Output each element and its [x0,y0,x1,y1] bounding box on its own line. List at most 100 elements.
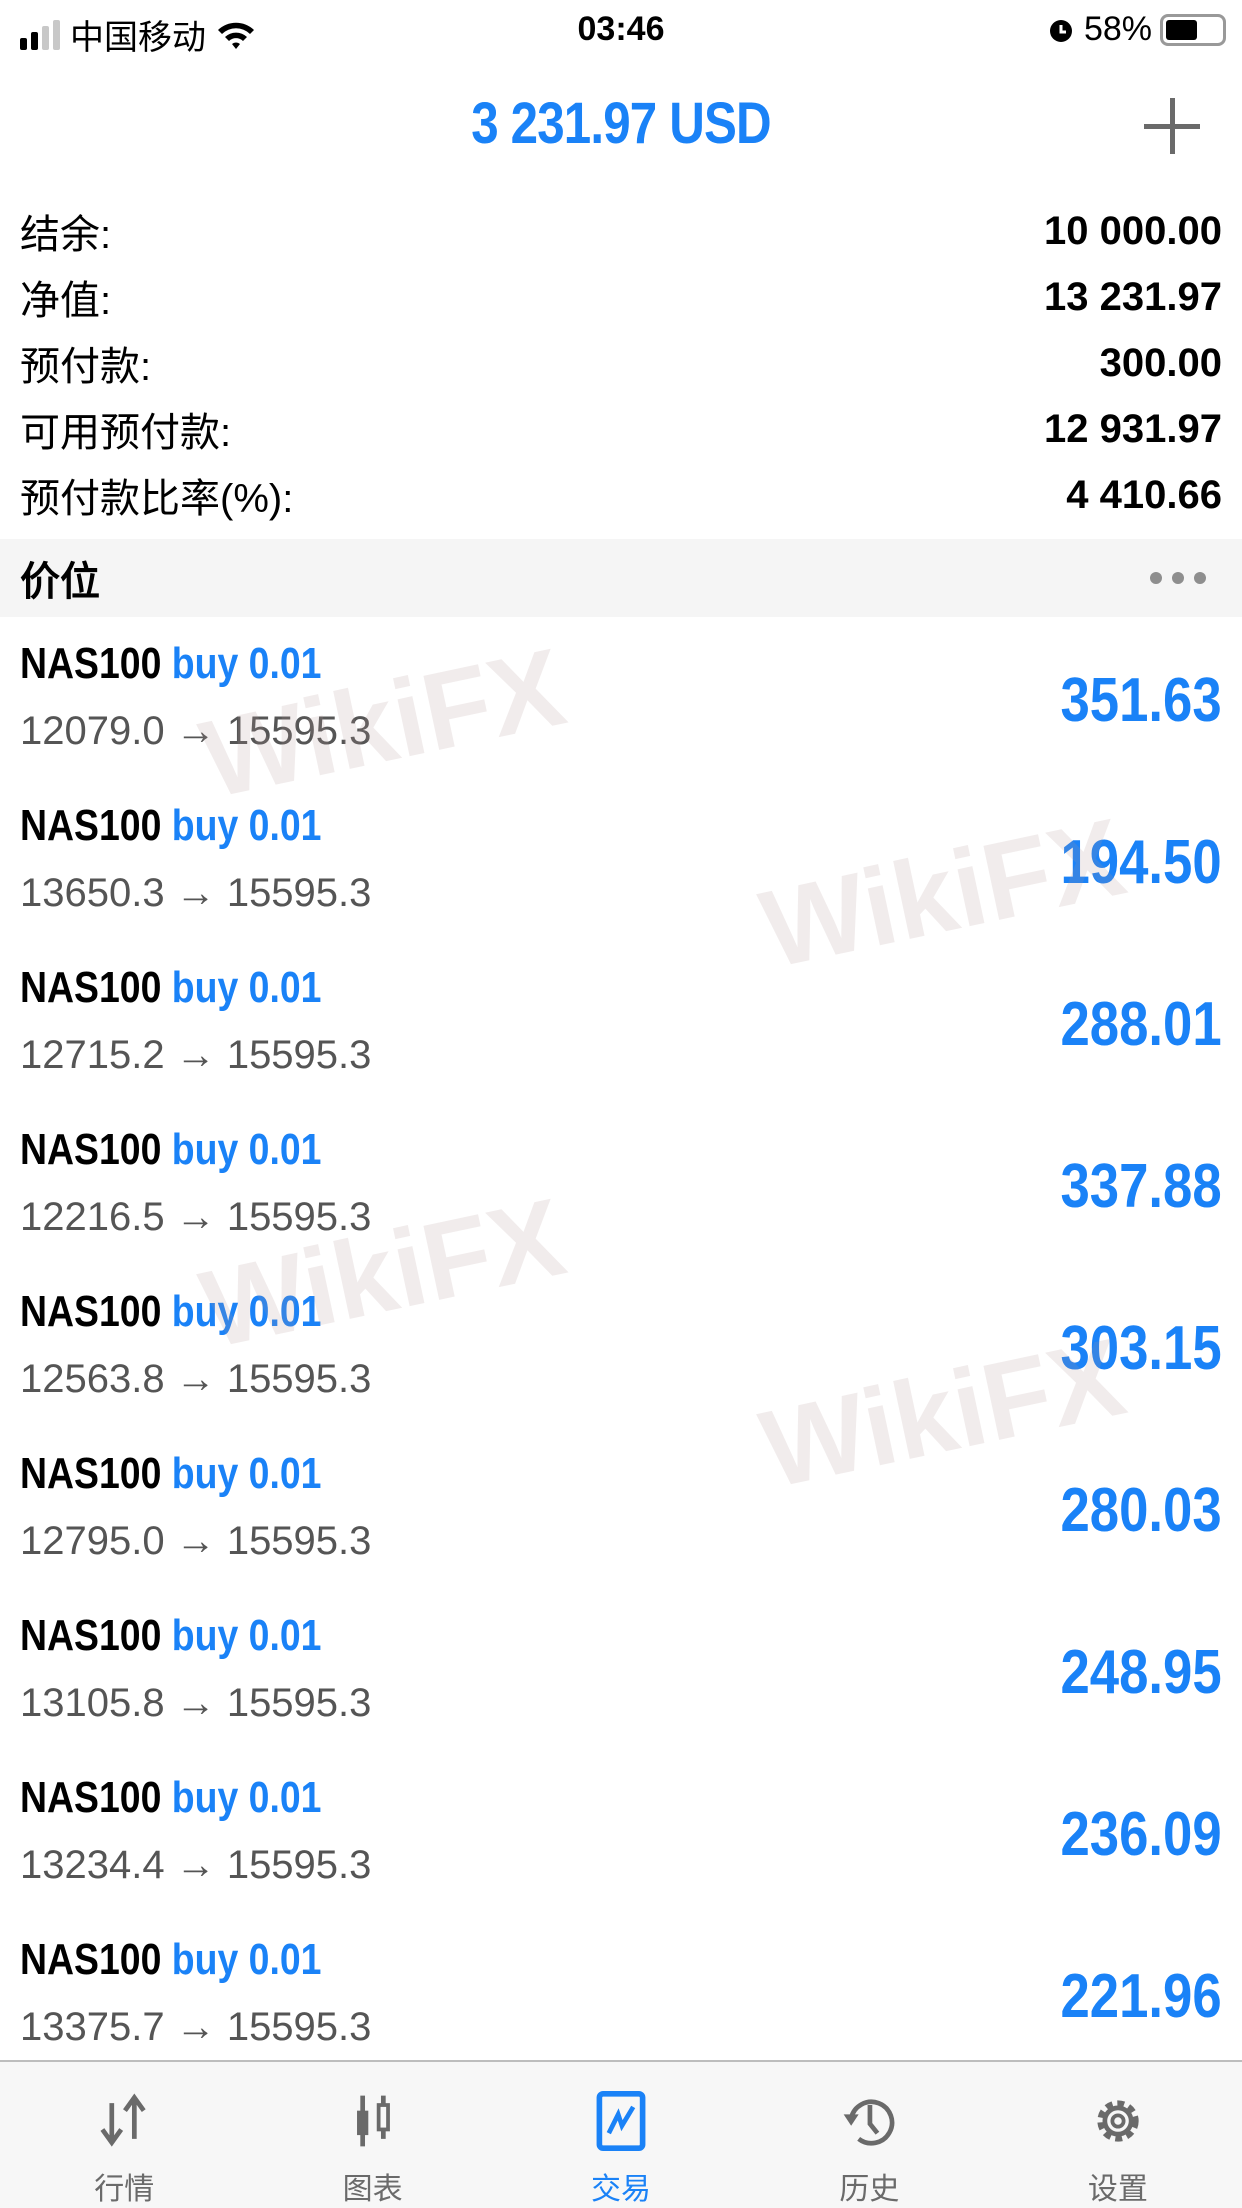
tab-history[interactable]: 历史 [745,2062,993,2208]
position-row[interactable]: NAS100 buy 0.01 12795.0 → 15595.3 280.03 [0,1427,1242,1589]
price-range: 12079.0 → 15595.3 [20,709,372,753]
position-title: NAS100 buy 0.01 [20,801,321,851]
summary-label: 净值: [20,279,112,323]
tab-label: 设置 [1087,2173,1148,2206]
price-range: 12216.5 → 15595.3 [20,1195,372,1239]
position-title: NAS100 buy 0.01 [20,1611,321,1661]
section-title: 价位 [20,560,100,604]
position-title: NAS100 buy 0.01 [20,1449,321,1499]
summary-value: 10 000.00 [1044,208,1222,253]
position-row[interactable]: NAS100 buy 0.01 13105.8 → 15595.3 248.95 [0,1589,1242,1751]
position-row[interactable]: NAS100 buy 0.01 13234.4 → 15595.3 236.09 [0,1751,1242,1913]
symbol: NAS100 [20,963,162,1012]
tab-settings[interactable]: 设置 [994,2062,1242,2208]
page-title: 3 231.97 USD [471,91,771,156]
summary-label: 预付款: [20,345,152,389]
history-clock-icon [844,2099,895,2146]
summary-value: 300.00 [1099,340,1222,385]
summary-label: 可用预付款: [20,411,232,455]
profit: 351.63 [1060,666,1222,735]
summary-value: 4 410.66 [1066,472,1222,517]
new-order-button[interactable] [1144,98,1200,154]
status-right: 58% [1046,10,1226,49]
price-range: 12715.2 → 15595.3 [20,1033,372,1077]
signal-icon [20,19,60,50]
order-type: buy 0.01 [171,1125,322,1174]
position-title: NAS100 buy 0.01 [20,963,321,1013]
price-range: 13234.4 → 15595.3 [20,1843,372,1887]
carrier: 中国移动 [20,10,256,59]
tab-quotes[interactable]: 行情 [0,2062,248,2208]
price-range: 12563.8 → 15595.3 [20,1357,372,1401]
trade-chart-icon [596,2090,646,2152]
position-title: NAS100 buy 0.01 [20,1935,321,1985]
profit: 194.50 [1060,828,1222,897]
position-row[interactable]: NAS100 buy 0.01 12079.0 → 15595.3 351.63 [0,617,1242,779]
position-row[interactable]: NAS100 buy 0.01 13375.7 → 15595.3 221.96 [0,1913,1242,2075]
symbol: NAS100 [20,1773,162,1822]
symbol: NAS100 [20,1611,162,1660]
summary-row: 预付款: 300.00 [20,330,1222,396]
tab-label: 历史 [839,2173,900,2206]
gear-icon [1097,2100,1139,2142]
profit: 221.96 [1060,1962,1222,2031]
order-type: buy 0.01 [171,801,322,850]
price-range: 13375.7 → 15595.3 [20,2005,372,2049]
order-type: buy 0.01 [171,1935,322,1984]
section-header: 价位 [0,539,1242,617]
position-title: NAS100 buy 0.01 [20,639,321,689]
profit: 288.01 [1060,990,1222,1059]
battery-percent: 58% [1083,10,1152,48]
symbol: NAS100 [20,801,162,850]
symbol: NAS100 [20,1125,162,1174]
symbol: NAS100 [20,1449,162,1498]
tab-label: 图表 [342,2173,403,2206]
position-title: NAS100 buy 0.01 [20,1773,321,1823]
clock: 03:46 [577,10,665,48]
position-row[interactable]: NAS100 buy 0.01 12563.8 → 15595.3 303.15 [0,1265,1242,1427]
profit: 337.88 [1060,1152,1222,1221]
position-row[interactable]: NAS100 buy 0.01 13650.3 → 15595.3 194.50 [0,779,1242,941]
symbol: NAS100 [20,639,162,688]
profit: 280.03 [1060,1476,1222,1545]
status-bar: 中国移动 03:46 58% [0,0,1242,64]
summary-value: 12 931.97 [1044,406,1222,451]
summary-label: 结余: [20,213,112,257]
tab-bar: 行情 图表 交易 历史 设置 [0,2060,1242,2208]
tab-trade[interactable]: 交易 [497,2062,745,2208]
wifi-icon [218,22,254,49]
tab-label: 交易 [591,2173,652,2206]
order-type: buy 0.01 [171,1773,322,1822]
profit: 248.95 [1060,1638,1222,1707]
order-type: buy 0.01 [171,1449,322,1498]
position-row[interactable]: NAS100 buy 0.01 12216.5 → 15595.3 337.88 [0,1103,1242,1265]
tab-chart[interactable]: 图表 [248,2062,496,2208]
quotes-arrows-icon [100,2093,146,2147]
profit: 236.09 [1060,1800,1222,1869]
summary-row: 净值: 13 231.97 [20,264,1222,330]
order-type: buy 0.01 [171,639,322,688]
price-range: 13105.8 → 15595.3 [20,1681,372,1725]
summary-value: 13 231.97 [1044,274,1222,319]
price-range: 12795.0 → 15595.3 [20,1519,372,1563]
more-icon[interactable] [1150,572,1206,584]
summary-label: 预付款比率(%): [20,477,294,521]
symbol: NAS100 [20,1287,162,1336]
position-title: NAS100 buy 0.01 [20,1125,321,1175]
price-range: 13650.3 → 15595.3 [20,871,372,915]
summary-row: 结余: 10 000.00 [20,198,1222,264]
profit: 303.15 [1060,1314,1222,1383]
tab-label: 行情 [94,2173,155,2206]
battery-icon [1160,13,1226,46]
position-title: NAS100 buy 0.01 [20,1287,321,1337]
symbol: NAS100 [20,1935,162,1984]
position-row[interactable]: NAS100 buy 0.01 12715.2 → 15595.3 288.01 [0,941,1242,1103]
order-type: buy 0.01 [171,1611,322,1660]
summary-row: 预付款比率(%): 4 410.66 [20,462,1222,528]
candlestick-chart-icon [356,2095,390,2147]
carrier-name: 中国移动 [70,19,206,57]
order-type: buy 0.01 [171,963,322,1012]
alarm-icon [1049,19,1072,42]
order-type: buy 0.01 [171,1287,322,1336]
summary-row: 可用预付款: 12 931.97 [20,396,1222,462]
